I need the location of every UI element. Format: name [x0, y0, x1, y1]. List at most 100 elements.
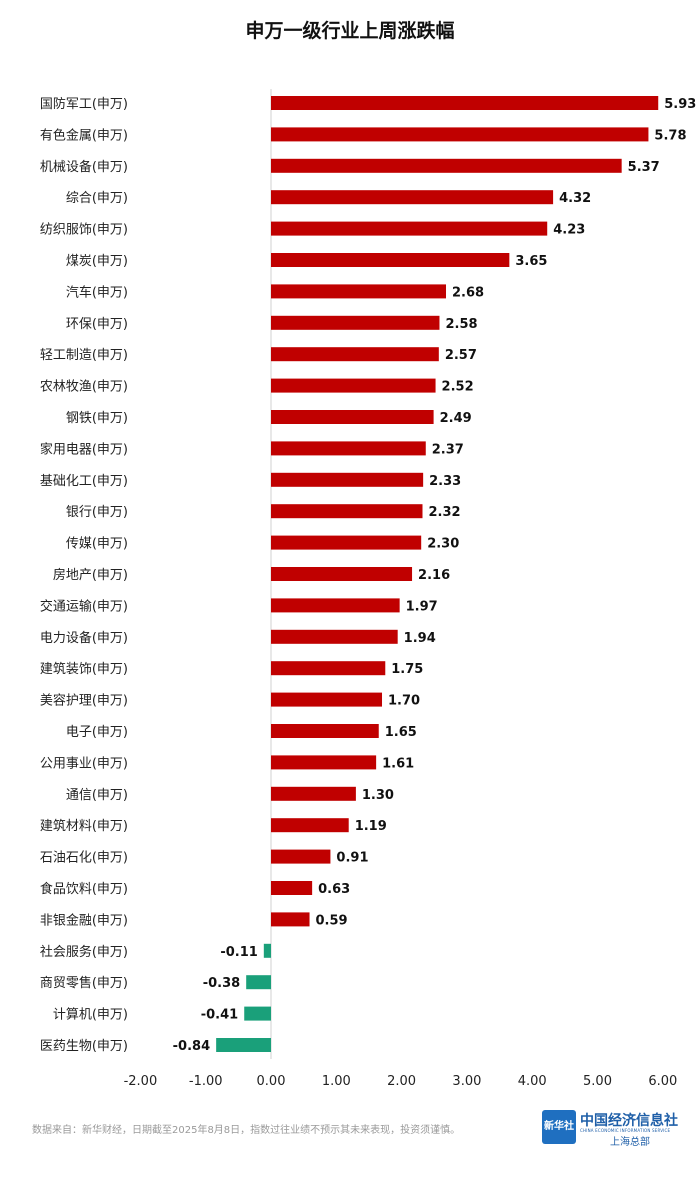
- x-tick-label: 2.00: [387, 1074, 416, 1089]
- value-label: -0.38: [203, 976, 240, 991]
- value-label: 3.65: [515, 254, 547, 269]
- x-tick-label: 3.00: [452, 1074, 481, 1089]
- bar: [271, 347, 439, 362]
- category-label: 石油石化(申万): [40, 851, 128, 866]
- category-label: 轻工制造(申万): [40, 348, 128, 363]
- bar: [271, 661, 386, 676]
- category-label: 钢铁(申万): [66, 411, 128, 426]
- bar: [271, 567, 413, 581]
- data-source-note: 数据来自：新华财经，日期截至2025年8月8日，指数过往业绩不预示其未来表现，投…: [32, 1125, 461, 1136]
- value-label: 1.30: [362, 788, 394, 803]
- value-label: 4.23: [553, 223, 585, 238]
- category-label: 有色金属(申万): [40, 127, 128, 143]
- category-label: 环保(申万): [66, 317, 128, 332]
- x-tick-label: -2.00: [124, 1074, 158, 1089]
- category-label: 非银金融(申万): [40, 912, 128, 928]
- value-label: 2.30: [427, 537, 459, 552]
- value-label: 1.19: [355, 819, 387, 834]
- category-label: 美容护理(申万): [40, 693, 128, 709]
- category-label: 公用事业(申万): [40, 756, 128, 771]
- bar: [271, 378, 436, 393]
- bar: [271, 158, 622, 173]
- value-label: 2.49: [440, 411, 472, 426]
- category-label: 建筑装饰(申万): [40, 661, 128, 677]
- x-tick-label: 4.00: [518, 1074, 547, 1089]
- value-label: -0.11: [220, 945, 257, 960]
- value-label: 2.52: [442, 380, 474, 395]
- category-label: 家用电器(申万): [40, 441, 128, 457]
- value-label: -0.41: [201, 1008, 238, 1023]
- value-label: 5.78: [654, 128, 686, 143]
- bar: [271, 849, 331, 864]
- category-label: 电子(申万): [66, 725, 128, 740]
- logo-subtitle: 上海总部: [610, 1137, 650, 1148]
- bar: [271, 127, 649, 142]
- x-tick-label: 5.00: [583, 1074, 612, 1089]
- bar: [271, 221, 548, 236]
- bar: [271, 441, 426, 456]
- value-label: 2.32: [428, 505, 460, 520]
- bar: [271, 504, 423, 519]
- value-label: 1.94: [404, 631, 436, 646]
- value-label: -0.84: [173, 1039, 210, 1054]
- value-label: 0.63: [318, 882, 350, 897]
- logo-english: CHINA ECONOMIC INFORMATION SERVICE: [580, 1128, 671, 1133]
- category-label: 医药生物(申万): [40, 1039, 128, 1054]
- bar: [271, 755, 377, 770]
- value-label: 1.65: [385, 725, 417, 740]
- bar: [246, 975, 271, 990]
- bar: [271, 96, 659, 110]
- category-label: 建筑材料(申万): [40, 818, 128, 834]
- bar: [271, 881, 313, 895]
- category-label: 社会服务(申万): [40, 944, 128, 960]
- bar: [271, 315, 440, 330]
- bar: [271, 535, 422, 550]
- bar: [244, 1006, 271, 1021]
- bar: [271, 472, 424, 487]
- bar: [271, 818, 349, 833]
- xinhua-badge-icon: 新华社: [542, 1110, 576, 1144]
- bar: [271, 253, 510, 267]
- category-label: 房地产(申万): [53, 567, 128, 583]
- category-label: 农林牧渔(申万): [40, 380, 128, 395]
- bar: [216, 1038, 271, 1052]
- value-label: 2.68: [452, 285, 484, 300]
- value-label: 2.33: [429, 474, 461, 489]
- value-label: 0.59: [316, 913, 348, 928]
- category-label: 商贸零售(申万): [40, 975, 128, 991]
- value-label: 2.16: [418, 568, 450, 583]
- bar: [271, 912, 310, 927]
- bar: [263, 943, 271, 958]
- category-label: 食品饮料(申万): [40, 881, 128, 897]
- value-label: 5.93: [664, 97, 696, 112]
- value-label: 4.32: [559, 191, 591, 206]
- x-tick-label: 1.00: [322, 1074, 351, 1089]
- category-label: 计算机(申万): [53, 1008, 128, 1023]
- value-label: 5.37: [628, 160, 660, 175]
- bar: [271, 786, 356, 801]
- value-label: 0.91: [336, 851, 368, 866]
- bar: [271, 284, 447, 299]
- bar: [271, 598, 400, 613]
- x-tick-label: 6.00: [648, 1074, 677, 1089]
- chart-title: 申万一级行业上周涨跌幅: [245, 20, 455, 42]
- category-label: 汽车(申万): [66, 284, 128, 300]
- bar: [271, 629, 398, 644]
- logo-badge-text: 新华社: [544, 1121, 574, 1132]
- value-label: 2.58: [445, 317, 477, 332]
- category-label: 纺织服饰(申万): [40, 223, 128, 238]
- category-label: 电力设备(申万): [40, 630, 128, 646]
- bar: [271, 190, 554, 205]
- publisher-logo: 新华社 中国经济信息社 CHINA ECONOMIC INFORMATION S…: [542, 1110, 692, 1150]
- bar: [271, 410, 434, 424]
- category-label: 交通运输(申万): [40, 598, 128, 614]
- category-label: 煤炭(申万): [66, 254, 128, 269]
- category-label: 国防军工(申万): [40, 96, 128, 112]
- category-label: 机械设备(申万): [40, 159, 128, 175]
- value-label: 1.70: [388, 694, 420, 709]
- value-label: 1.61: [382, 756, 414, 771]
- value-label: 2.57: [445, 348, 477, 363]
- bar: [271, 724, 379, 738]
- value-label: 1.97: [406, 599, 438, 614]
- category-label: 基础化工(申万): [40, 474, 128, 489]
